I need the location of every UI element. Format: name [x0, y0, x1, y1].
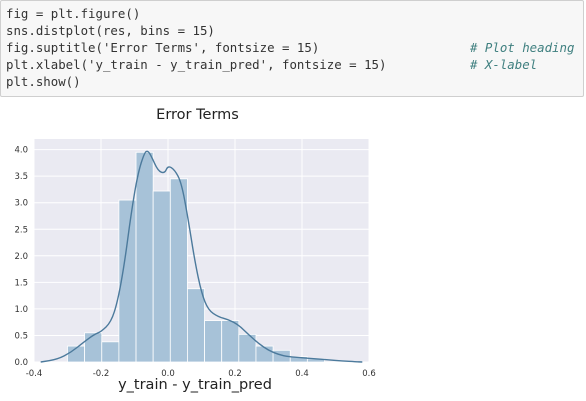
histogram-bar	[135, 151, 154, 363]
code-comment-plot-heading: # Plot heading	[470, 40, 575, 55]
y-tick-label: 1.0	[14, 305, 28, 315]
code-line-2: sns.distplot(res, bins = 15)	[6, 23, 215, 38]
x-tick-label: -0.2	[93, 369, 110, 379]
chart-title: Error Terms	[156, 107, 239, 123]
x-tick-label: 0.2	[228, 369, 242, 379]
kde-curve	[40, 150, 363, 363]
y-tick-label: 4.0	[14, 146, 28, 156]
histogram-bar	[84, 332, 103, 363]
histogram-bar	[221, 320, 240, 363]
x-tick-label: 0.0	[161, 369, 175, 379]
code-cell-input[interactable]: fig = plt.figure() sns.distplot(res, bin…	[0, 0, 584, 97]
histogram-bar	[101, 341, 120, 363]
axis-ticks: -0.4 -0.2 0.0 0.2 0.4 0.6 0.0 0.5 1.0 1.5 2.0 2.5 3.…	[14, 146, 375, 379]
code-comment-x-label: # X-label	[470, 57, 538, 72]
y-tick-label: 3.0	[14, 199, 28, 209]
histogram-bar	[255, 345, 274, 363]
y-tick-label: 2.5	[14, 225, 28, 235]
y-tick-label: 1.5	[14, 278, 28, 288]
histogram-bar	[204, 320, 223, 363]
x-tick-label: 0.4	[295, 369, 309, 379]
histogram-bar	[187, 288, 205, 363]
histogram-bar	[152, 190, 171, 363]
x-tick-label: 0.6	[362, 369, 376, 379]
y-tick-label: 0.0	[14, 358, 28, 368]
histogram-bars	[67, 151, 325, 363]
code-line-1: fig = plt.figure()	[6, 6, 141, 21]
x-tick-label: -0.4	[26, 369, 43, 379]
code-line-3: fig.suptitle('Error Terms', fontsize = 1…	[6, 40, 320, 55]
y-tick-label: 2.0	[14, 252, 28, 262]
code-line-4: plt.xlabel('y_train - y_train_pred', fon…	[6, 57, 387, 72]
y-tick-label: 0.5	[14, 331, 28, 341]
x-axis-label: y_train - y_train_pred	[118, 377, 272, 393]
y-tick-label: 3.5	[14, 172, 28, 182]
histogram-bar	[169, 178, 188, 363]
code-line-5: plt.show()	[6, 74, 81, 89]
